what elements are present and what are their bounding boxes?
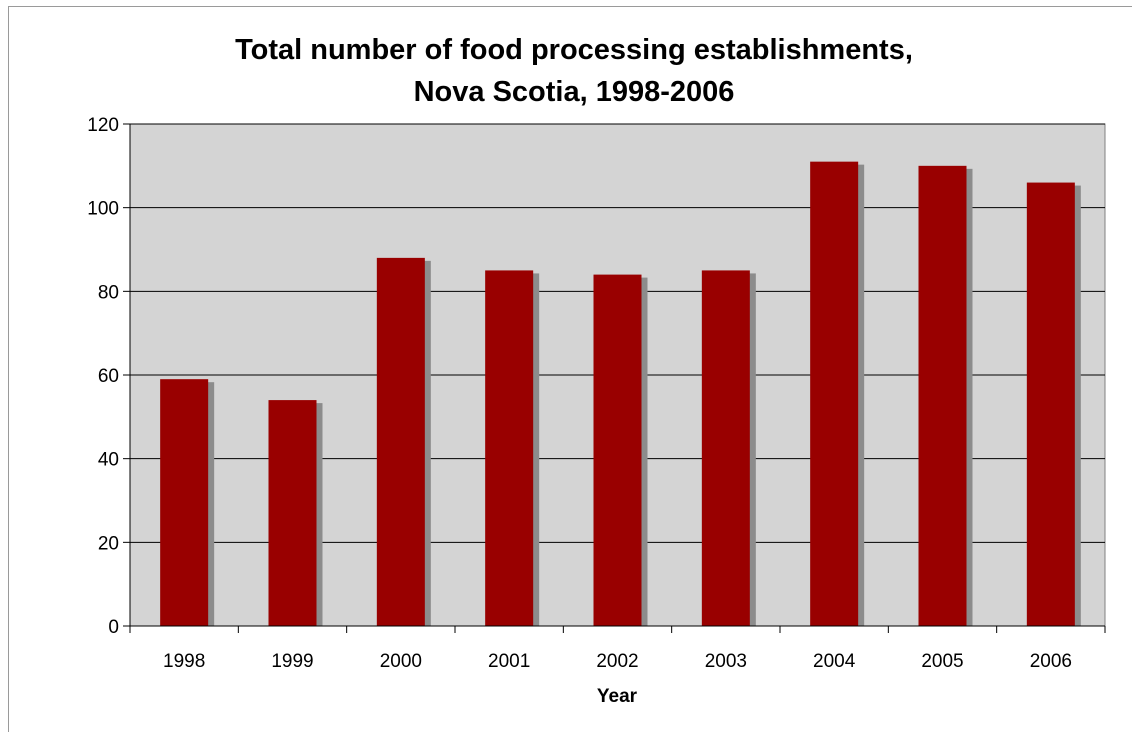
bar [701,270,750,626]
bar [593,274,642,626]
bar [160,379,209,626]
x-tick-label: 2006 [1030,651,1072,672]
bar [376,257,425,626]
y-axis-ticks: 0 20 40 60 80 100 120 [87,115,119,638]
chart-title-line-1: Total number of food processing establis… [235,34,913,66]
bar [918,165,967,627]
x-tick-label: 2001 [488,651,530,672]
x-tick-label: 2002 [596,651,638,672]
y-tick-label: 0 [108,617,119,638]
bar-series [160,161,1081,627]
x-axis-ticks: 1998 1999 2000 2001 2002 2003 2004 2005 2006 [163,651,1072,672]
x-tick-label: 1998 [163,651,205,672]
bar [810,161,859,626]
axes [123,123,1106,633]
y-tick-label: 80 [98,282,119,303]
bar [1026,182,1075,627]
x-axis-title: Year [597,686,638,707]
x-tick-label: 2004 [813,651,856,672]
y-tick-label: 60 [98,366,119,387]
x-tick-label: 2005 [921,651,963,672]
bar [268,400,317,626]
chart-title-line-2: Nova Scotia, 1998-2006 [414,76,735,108]
x-tick-label: 2000 [380,651,422,672]
x-tick-label: 1999 [271,651,313,672]
y-tick-label: 120 [87,115,119,136]
x-tick-label: 2003 [705,651,747,672]
bar [485,270,534,626]
y-tick-label: 100 [87,199,119,220]
y-tick-label: 20 [98,533,119,554]
y-tick-label: 40 [98,450,119,471]
